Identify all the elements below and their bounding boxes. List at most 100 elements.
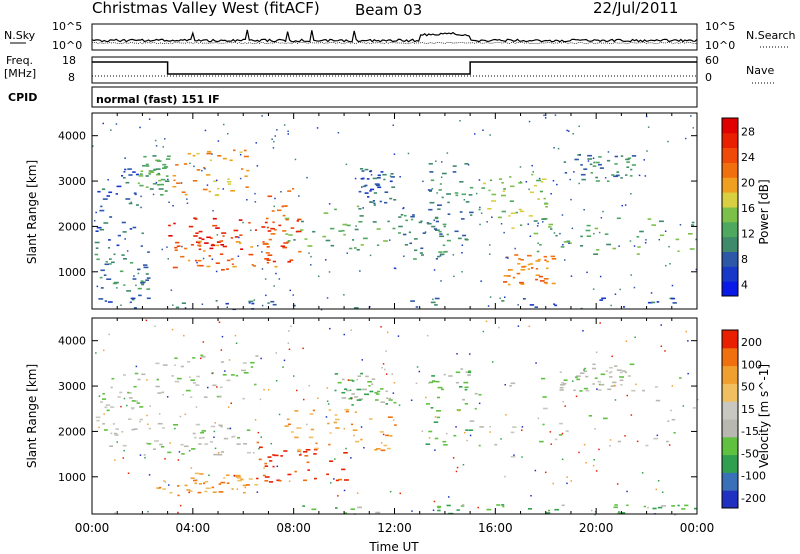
- colorbar-swatch: [722, 236, 738, 252]
- velocity-colorbar: 200 100 50 15 -15 -50 -100 -200: [721, 329, 766, 509]
- echo-region: [95, 372, 146, 447]
- velocity-echoes: [95, 319, 699, 516]
- x-tick-label: 16:00: [478, 521, 513, 535]
- echo-region: [94, 168, 144, 249]
- echo-region: [398, 214, 448, 260]
- colorbar-tick-label: 24: [741, 151, 755, 164]
- y-tick-label: 1000: [58, 266, 86, 279]
- y-tick-label: 4000: [58, 130, 86, 143]
- colorbar-tick-label: 8: [741, 253, 748, 266]
- echo-region: [143, 422, 251, 456]
- colorbar-tick-label: 200: [741, 336, 762, 349]
- echo-region: [503, 254, 557, 286]
- x-tick-label: 00:00: [75, 521, 110, 535]
- echo-region: [94, 251, 151, 304]
- echo-region: [172, 240, 278, 271]
- colorbar-swatch: [722, 365, 738, 384]
- echo-noise: [95, 319, 699, 516]
- colorbar-swatch: [722, 490, 738, 509]
- nsky-traces: [91, 29, 698, 45]
- x-tick-label: 04:00: [176, 521, 211, 535]
- echo-region: [256, 441, 349, 483]
- nsky-label: N.Sky: [4, 29, 36, 42]
- power-frame: [91, 112, 698, 310]
- cpid-frame: [91, 86, 698, 108]
- colorbar-swatch: [722, 436, 738, 456]
- echo-region: [156, 472, 259, 497]
- freq-panel: Freq. [MHz] 18 8 60 0 Nave: [4, 54, 776, 84]
- freq-tick-top: 18: [62, 54, 76, 67]
- echo-region: [425, 368, 478, 446]
- nsky-tick-bottom: 10^0: [52, 39, 82, 52]
- freq-trace: [92, 61, 697, 75]
- echo-region: [104, 297, 677, 311]
- colorbar-swatch: [722, 147, 738, 163]
- power-ylabel: Slant Range [km]: [25, 160, 39, 264]
- nsearch-label: N.Search: [746, 29, 796, 42]
- x-tick-label: 12:00: [377, 521, 412, 535]
- echo-region: [428, 163, 474, 242]
- colorbar-swatch: [722, 132, 738, 149]
- colorbar-frame: [721, 117, 739, 297]
- echo-region: [358, 168, 397, 205]
- colorbar-tick-label: -15: [741, 425, 759, 438]
- y-tick-label: 3000: [58, 380, 86, 393]
- colorbar-tick-label: -200: [741, 492, 766, 505]
- colorbar-swatch: [722, 330, 738, 349]
- colorbar-swatch: [722, 221, 738, 238]
- colorbar-swatch: [722, 266, 738, 282]
- y-tick-label: 3000: [58, 175, 86, 188]
- nave-tick-bottom: 0: [705, 71, 712, 84]
- velocity-ylabel: Slant Range [km]: [25, 364, 39, 468]
- freq-frame: [91, 56, 698, 84]
- echo-region: [284, 204, 396, 251]
- echo-region: [559, 363, 635, 392]
- colorbar-tick-label: 100: [741, 358, 762, 371]
- colorbar-swatch: [722, 472, 738, 491]
- cpid-text: normal (fast) 151 IF: [96, 93, 220, 106]
- echo-region: [155, 354, 259, 400]
- colorbar-swatch: [722, 347, 738, 367]
- nsky-panel: N.Sky 10^5 10^0 10^5 10^0 N.Search: [4, 20, 796, 52]
- nsky-trace: [91, 29, 698, 43]
- echo-region: [478, 377, 696, 458]
- velocity-panel: 1000 2000 3000 4000 00:00 04:00 08:00 12:00 16:…: [25, 317, 771, 554]
- colorbar-swatch: [722, 118, 738, 134]
- power-panel: 1000 2000 3000 4000 Slant Range [km] 28 24 20…: [25, 112, 771, 311]
- x-tick-label: 00:00: [680, 521, 715, 535]
- echo-region: [478, 173, 549, 229]
- velocity-x-axis: 00:00 04:00 08:00 12:00 16:00 20:00 00:00: [75, 318, 715, 535]
- colorbar-swatch: [722, 401, 738, 420]
- date-label: 22/Jul/2011: [593, 0, 678, 17]
- colorbar-tick-label: -50: [741, 447, 759, 460]
- echo-region: [137, 155, 171, 196]
- colorbar-tick-label: 12: [741, 227, 755, 240]
- colorbar-tick-label: 28: [741, 126, 755, 139]
- y-tick-label: 2000: [58, 220, 86, 233]
- nsearch-tick-top: 10^5: [705, 20, 735, 33]
- echo-noise: [92, 114, 698, 311]
- velocity-colorbar-label: Velocity [m s^-1]: [757, 364, 771, 468]
- echo-region: [264, 188, 302, 264]
- y-tick-label: 2000: [58, 425, 86, 438]
- colorbar-swatch: [722, 207, 738, 223]
- colorbar-swatch: [722, 192, 738, 208]
- velocity-y-axis: 1000 2000 3000 4000: [58, 335, 697, 484]
- power-colorbar-label: Power [dB]: [757, 179, 771, 244]
- nave-tick-top: 60: [705, 54, 719, 67]
- colorbar-tick-label: 20: [741, 177, 755, 190]
- colorbar-tick-label: 50: [741, 381, 755, 394]
- nsearch-tick-bottom: 10^0: [705, 39, 735, 52]
- echo-region: [334, 372, 397, 406]
- y-tick-label: 4000: [58, 335, 86, 348]
- freq-unit: [MHz]: [4, 67, 36, 80]
- power-colorbar: 28 24 20 16 12 8 4: [721, 117, 755, 297]
- cpid-panel: CPID normal (fast) 151 IF: [8, 86, 698, 108]
- echo-region: [302, 504, 697, 516]
- colorbar-swatch: [722, 177, 738, 193]
- nsky-frame: [91, 23, 698, 51]
- echo-region: [563, 153, 637, 182]
- freq-traces: [92, 61, 697, 77]
- x-tick-label: 20:00: [579, 521, 614, 535]
